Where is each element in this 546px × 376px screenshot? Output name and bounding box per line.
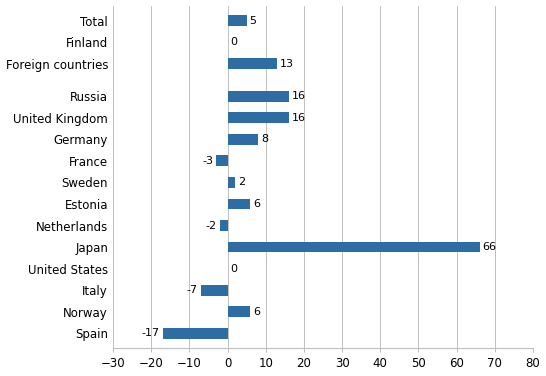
- Bar: [228, 177, 235, 188]
- Bar: [228, 199, 251, 209]
- Text: 6: 6: [253, 199, 260, 209]
- Text: 0: 0: [230, 37, 238, 47]
- Bar: [228, 15, 247, 26]
- Text: -2: -2: [206, 220, 217, 230]
- Text: 6: 6: [253, 307, 260, 317]
- Bar: [220, 220, 228, 231]
- Text: -17: -17: [141, 328, 159, 338]
- Text: 5: 5: [250, 16, 257, 26]
- Text: 0: 0: [230, 264, 238, 274]
- Text: -7: -7: [187, 285, 198, 295]
- Text: 13: 13: [280, 59, 294, 69]
- Text: 2: 2: [238, 177, 245, 187]
- Bar: [228, 112, 289, 123]
- Bar: [201, 285, 228, 296]
- Bar: [228, 58, 277, 69]
- Bar: [228, 91, 289, 102]
- Text: -3: -3: [202, 156, 213, 166]
- Bar: [228, 134, 258, 145]
- Text: 8: 8: [261, 134, 268, 144]
- Text: 16: 16: [292, 91, 306, 101]
- Bar: [216, 155, 228, 166]
- Text: 66: 66: [483, 242, 497, 252]
- Text: 16: 16: [292, 113, 306, 123]
- Bar: [163, 328, 228, 339]
- Bar: [228, 306, 251, 317]
- Bar: [228, 242, 479, 252]
